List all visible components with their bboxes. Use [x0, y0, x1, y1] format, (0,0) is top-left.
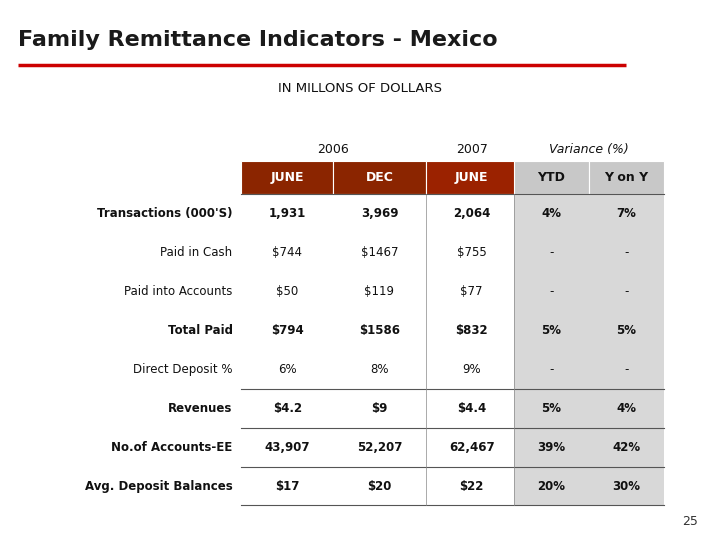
Text: $4.2: $4.2	[273, 402, 302, 415]
FancyBboxPatch shape	[333, 161, 426, 194]
FancyBboxPatch shape	[589, 389, 664, 428]
FancyBboxPatch shape	[241, 161, 333, 194]
Text: 8%: 8%	[370, 363, 389, 376]
Text: Paid in Cash: Paid in Cash	[161, 246, 233, 259]
FancyBboxPatch shape	[589, 350, 664, 389]
Text: -: -	[624, 246, 629, 259]
Text: No.of Accounts-EE: No.of Accounts-EE	[112, 441, 233, 454]
FancyBboxPatch shape	[514, 311, 589, 350]
Text: 3,969: 3,969	[361, 207, 398, 220]
Text: Direct Deposit %: Direct Deposit %	[133, 363, 233, 376]
Text: $1467: $1467	[361, 246, 398, 259]
Text: Total Paid: Total Paid	[168, 324, 233, 337]
FancyBboxPatch shape	[514, 161, 589, 194]
FancyBboxPatch shape	[589, 428, 664, 467]
Text: -: -	[549, 246, 554, 259]
Text: 62,467: 62,467	[449, 441, 495, 454]
Text: $794: $794	[271, 324, 304, 337]
FancyBboxPatch shape	[589, 467, 664, 505]
FancyBboxPatch shape	[589, 194, 664, 233]
Text: -: -	[549, 285, 554, 298]
Text: 2007: 2007	[456, 143, 487, 156]
Text: 5%: 5%	[541, 402, 562, 415]
Text: 9%: 9%	[462, 363, 481, 376]
Text: $17: $17	[275, 480, 300, 492]
Text: 42%: 42%	[612, 441, 641, 454]
Text: 5%: 5%	[541, 324, 562, 337]
Text: $4.4: $4.4	[457, 402, 486, 415]
Text: -: -	[549, 363, 554, 376]
FancyBboxPatch shape	[514, 350, 589, 389]
FancyBboxPatch shape	[589, 272, 664, 311]
FancyBboxPatch shape	[514, 194, 589, 233]
Text: JUNE: JUNE	[455, 171, 488, 184]
Text: 2006: 2006	[318, 143, 349, 156]
Text: $22: $22	[459, 480, 484, 492]
Text: JUNE: JUNE	[271, 171, 304, 184]
Text: Variance (%): Variance (%)	[549, 143, 629, 156]
Text: Family Remittance Indicators - Mexico: Family Remittance Indicators - Mexico	[18, 30, 498, 50]
Text: $20: $20	[367, 480, 392, 492]
Text: 4%: 4%	[541, 207, 562, 220]
Text: 2,064: 2,064	[453, 207, 490, 220]
Text: Avg. Deposit Balances: Avg. Deposit Balances	[85, 480, 233, 492]
Text: 43,907: 43,907	[264, 441, 310, 454]
Text: Revenues: Revenues	[168, 402, 233, 415]
FancyBboxPatch shape	[589, 311, 664, 350]
FancyBboxPatch shape	[426, 161, 518, 194]
FancyBboxPatch shape	[589, 233, 664, 272]
Text: 6%: 6%	[278, 363, 297, 376]
Text: Transactions (000'S): Transactions (000'S)	[97, 207, 233, 220]
FancyBboxPatch shape	[514, 428, 589, 467]
Text: Y on Y: Y on Y	[604, 171, 649, 184]
Text: $9: $9	[372, 402, 387, 415]
Text: $1586: $1586	[359, 324, 400, 337]
Text: Paid into Accounts: Paid into Accounts	[124, 285, 233, 298]
FancyBboxPatch shape	[589, 161, 664, 194]
FancyBboxPatch shape	[514, 389, 589, 428]
Text: 1,931: 1,931	[269, 207, 306, 220]
Text: $755: $755	[456, 246, 487, 259]
FancyBboxPatch shape	[514, 233, 589, 272]
Text: 39%: 39%	[537, 441, 566, 454]
Text: YTD: YTD	[538, 171, 565, 184]
FancyBboxPatch shape	[514, 467, 589, 505]
Text: $50: $50	[276, 285, 298, 298]
Text: $744: $744	[272, 246, 302, 259]
Text: 7%: 7%	[616, 207, 636, 220]
Text: 4%: 4%	[616, 402, 636, 415]
Text: 30%: 30%	[613, 480, 640, 492]
Text: DEC: DEC	[366, 171, 393, 184]
Text: -: -	[624, 285, 629, 298]
FancyBboxPatch shape	[514, 272, 589, 311]
Text: 5%: 5%	[616, 324, 636, 337]
Text: IN MILLONS OF DOLLARS: IN MILLONS OF DOLLARS	[278, 82, 442, 95]
Text: $832: $832	[455, 324, 488, 337]
Text: $119: $119	[364, 285, 395, 298]
Text: 52,207: 52,207	[356, 441, 402, 454]
Text: 20%: 20%	[538, 480, 565, 492]
Text: 25: 25	[683, 515, 698, 528]
Text: -: -	[624, 363, 629, 376]
Text: $77: $77	[460, 285, 483, 298]
